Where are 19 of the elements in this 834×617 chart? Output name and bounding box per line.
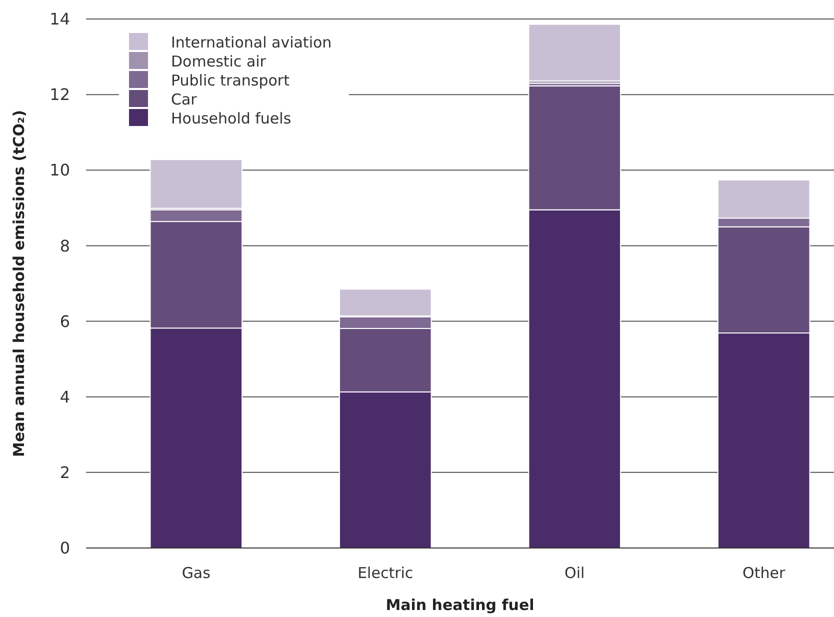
y-tick-label: 0 <box>60 538 70 558</box>
y-axis-title: Mean annual household emissions (tCO₂) <box>10 110 28 457</box>
y-tick-label: 12 <box>50 85 70 104</box>
x-tick-label: Gas <box>182 564 211 582</box>
x-tick-label: Oil <box>564 564 585 582</box>
y-tick-label: 6 <box>60 312 70 331</box>
x-axis-title: Main heating fuel <box>386 596 534 614</box>
y-tick-label: 10 <box>50 160 70 180</box>
x-tick-label: Electric <box>358 564 414 582</box>
legend-label: International aviation <box>171 33 332 52</box>
legend-label: Public transport <box>171 71 290 90</box>
y-tick-label: 14 <box>50 10 70 29</box>
y-tick-label: 4 <box>60 387 70 406</box>
legend-label: Domestic air <box>171 52 267 70</box>
legend-label: Household fuels <box>171 109 292 128</box>
y-tick-label: 2 <box>60 463 70 482</box>
y-tick-label: 8 <box>60 236 70 256</box>
legend-label: Car <box>171 90 198 108</box>
x-tick-label: Other <box>742 564 786 582</box>
